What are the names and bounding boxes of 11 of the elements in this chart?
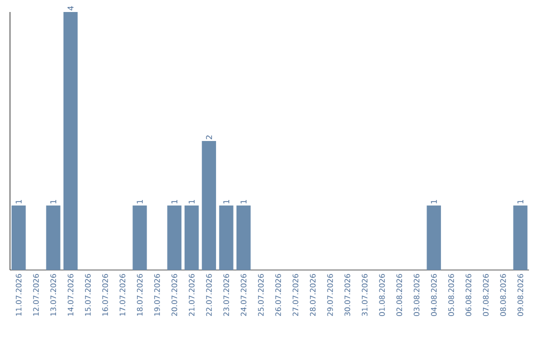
data-label: 1 <box>188 200 195 204</box>
data-label: 1 <box>240 200 246 204</box>
data-label: 2 <box>206 136 212 140</box>
data-label: 1 <box>430 200 437 204</box>
data-label: 4 <box>68 6 74 10</box>
data-label: 1 <box>171 200 178 204</box>
data-label: 1 <box>16 200 22 204</box>
data-label: 1 <box>136 200 143 204</box>
data-label: 1 <box>517 200 524 204</box>
data-label: 1 <box>50 200 56 204</box>
data-label: 1 <box>223 200 230 204</box>
